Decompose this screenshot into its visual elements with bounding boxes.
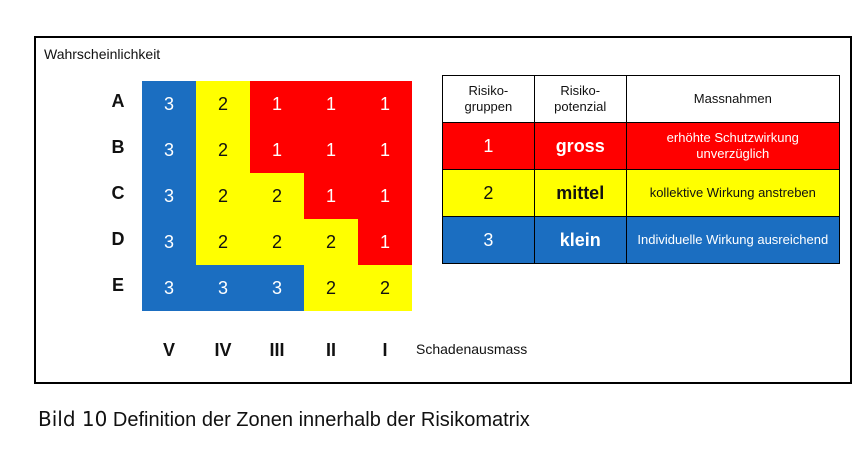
risk-cell: 3 [142, 81, 196, 127]
legend-header-potential: Risiko-potenzial [533, 75, 627, 123]
risk-cell: 3 [142, 127, 196, 173]
legend-header-measures: Massnahmen [625, 75, 841, 123]
risk-cell: 1 [250, 81, 304, 127]
column-label-i: I [382, 340, 388, 360]
risk-cell: 3 [142, 265, 196, 311]
legend-measure: Individuelle Wirkung ausreichend [625, 216, 841, 264]
legend-header-row: Risiko-gruppen Risiko-potenzial Massnahm… [442, 75, 841, 123]
legend-group: 3 [442, 216, 535, 264]
row-label-d: D [111, 229, 125, 249]
row-label-c: C [111, 183, 125, 203]
row-label-e: E [111, 275, 124, 295]
risk-cell: 1 [358, 127, 412, 173]
risk-cell: 1 [358, 81, 412, 127]
legend-row: 2 mittel kollektive Wirkung anstreben [442, 169, 841, 217]
legend-potential: gross [533, 122, 627, 170]
caption-text: Definition der Zonen innerhalb der Risik… [112, 409, 530, 431]
legend-measure: kollektive Wirkung anstreben [625, 169, 841, 217]
risk-cell: 3 [142, 173, 196, 219]
legend-table: Risiko-gruppen Risiko-potenzial Massnahm… [442, 75, 841, 264]
legend-measure: erhöhte Schutzwirkung unverzüglich [625, 122, 841, 170]
legend-group: 1 [442, 122, 535, 170]
legend-row: 3 klein Individuelle Wirkung ausreichend [442, 216, 841, 264]
legend-potential: klein [533, 216, 627, 264]
row-label-a: A [111, 91, 125, 111]
risk-cell: 2 [196, 173, 250, 219]
y-axis-title: Wahrscheinlichkeit [44, 46, 161, 62]
risk-cell: 1 [358, 219, 412, 265]
risk-cell: 2 [196, 81, 250, 127]
figure-caption: Bild 10 Definition der Zonen innerhalb d… [38, 407, 530, 432]
risk-cell: 1 [358, 173, 412, 219]
caption-number: Bild 10 [38, 407, 108, 431]
risk-cell: 2 [304, 219, 358, 265]
legend-header-groups: Risiko-gruppen [442, 75, 535, 123]
column-label-iv: IV [214, 340, 232, 360]
risk-cell: 1 [250, 127, 304, 173]
column-label-v: V [162, 340, 175, 360]
risk-cell: 2 [304, 265, 358, 311]
column-label-ii: II [325, 340, 336, 360]
risk-cell: 2 [358, 265, 412, 311]
risk-cell: 2 [196, 127, 250, 173]
legend-group: 2 [442, 169, 535, 217]
legend-potential: mittel [533, 169, 627, 217]
risk-cell: 2 [196, 219, 250, 265]
risk-cell: 1 [304, 81, 358, 127]
risk-cell: 3 [142, 219, 196, 265]
legend-row: 1 gross erhöhte Schutzwirkung unverzügli… [442, 122, 841, 170]
risk-cell: 3 [196, 265, 250, 311]
risk-cell: 2 [250, 219, 304, 265]
risk-cell: 1 [304, 127, 358, 173]
column-label-iii: III [269, 340, 285, 360]
risk-cell: 3 [250, 265, 304, 311]
x-axis-title: Schadenausmass [416, 341, 528, 357]
risk-cell: 1 [304, 173, 358, 219]
row-label-b: B [111, 137, 125, 157]
risk-cell: 2 [250, 173, 304, 219]
